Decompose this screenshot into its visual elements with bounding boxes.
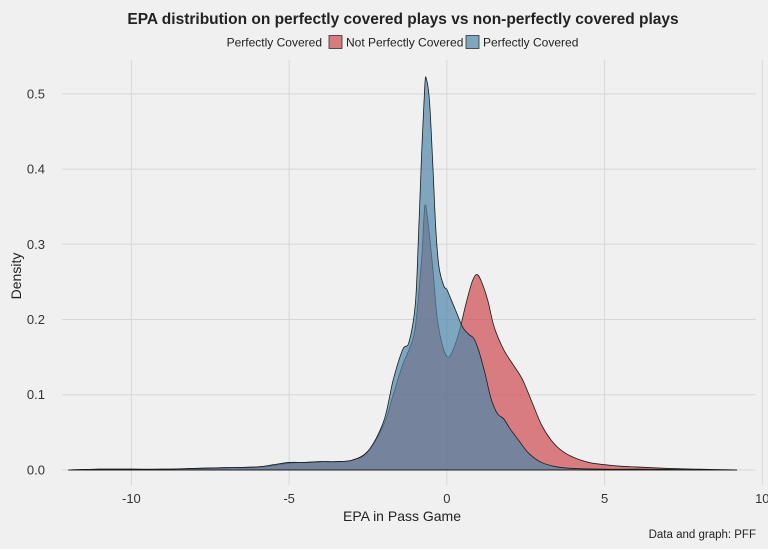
y-tick-label: 0.4 bbox=[27, 162, 45, 177]
y-axis-title: Density bbox=[8, 253, 24, 300]
legend-swatch-not-perfectly-covered bbox=[328, 35, 343, 49]
legend-title: Perfectly Covered bbox=[227, 36, 322, 50]
y-tick-label: 0.1 bbox=[27, 387, 45, 402]
legend: Perfectly Covered Not Perfectly Covered … bbox=[227, 35, 578, 50]
x-axis-title: EPA in Pass Game bbox=[343, 508, 461, 524]
y-tick-label: 0.5 bbox=[27, 86, 45, 101]
chart-title: EPA distribution on perfectly covered pl… bbox=[127, 11, 678, 28]
x-tick-label: 5 bbox=[601, 491, 608, 506]
axis-ticks: -10 -5 0 5 10 0.0 0.1 0.2 0.3 0.4 0.5 bbox=[27, 86, 768, 506]
x-tick-label: 0 bbox=[443, 491, 450, 506]
y-tick-label: 0.0 bbox=[27, 462, 45, 477]
y-tick-label: 0.3 bbox=[27, 237, 45, 252]
x-tick-label: -10 bbox=[122, 491, 141, 506]
legend-swatch-perfectly-covered bbox=[465, 35, 480, 49]
density-area-perfectly-covered bbox=[68, 76, 738, 471]
legend-label-perfectly-covered: Perfectly Covered bbox=[483, 36, 578, 50]
x-tick-label: -5 bbox=[283, 491, 295, 506]
density-areas bbox=[68, 76, 738, 471]
x-tick-label: 10 bbox=[755, 491, 768, 506]
caption: Data and graph: PFF bbox=[649, 529, 756, 541]
y-tick-label: 0.2 bbox=[27, 312, 45, 327]
legend-label-not-perfectly-covered: Not Perfectly Covered bbox=[346, 36, 463, 50]
